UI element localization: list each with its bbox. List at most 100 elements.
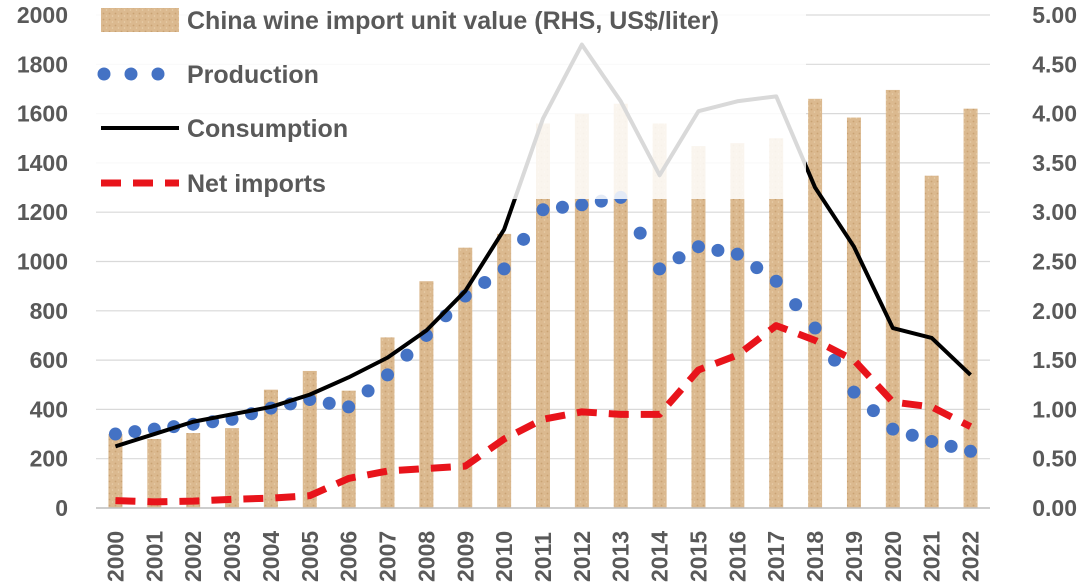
- point-production-2019: [847, 385, 861, 399]
- point-production-2020: [886, 422, 900, 436]
- bar-2013: [613, 103, 628, 509]
- legend-label-net-imports: Net imports: [187, 170, 326, 198]
- right-tick-3.50: 3.50: [1032, 150, 1077, 176]
- right-tick-4.50: 4.50: [1032, 51, 1077, 77]
- point-production-mid-2010: [517, 232, 531, 246]
- legend-label-production: Production: [187, 61, 319, 89]
- x-tick-2009: 2009: [452, 531, 478, 582]
- bar-2016: [730, 143, 745, 508]
- bar-2003: [225, 428, 240, 508]
- left-tick-1600: 1600: [17, 101, 68, 127]
- bar-2000: [108, 434, 123, 508]
- right-tick-2.50: 2.50: [1032, 249, 1077, 275]
- x-tick-2001: 2001: [141, 531, 167, 582]
- legend-swatch-china-wine-import-unit-value-rhs-us-liter-: [101, 8, 179, 32]
- x-tick-2010: 2010: [491, 531, 517, 582]
- x-tick-2011: 2011: [530, 532, 556, 582]
- x-tick-2021: 2021: [919, 531, 945, 582]
- point-production-2022: [964, 444, 978, 458]
- left-tick-1800: 1800: [17, 51, 68, 77]
- right-tick-0.00: 0.00: [1032, 495, 1077, 521]
- x-tick-2003: 2003: [219, 531, 245, 582]
- x-tick-2017: 2017: [763, 531, 789, 582]
- bar-2008: [419, 281, 434, 508]
- left-tick-800: 800: [30, 298, 68, 324]
- x-tick-2005: 2005: [297, 531, 323, 582]
- point-production-2006: [342, 400, 356, 414]
- left-tick-400: 400: [30, 396, 68, 422]
- x-tick-2008: 2008: [413, 531, 439, 582]
- point-production-2017: [769, 274, 783, 288]
- left-tick-1200: 1200: [17, 199, 68, 225]
- point-production-mid-2013: [633, 226, 647, 240]
- point-production-mid-2009: [478, 275, 492, 289]
- point-production-2018: [808, 321, 822, 335]
- bar-2007: [380, 337, 395, 508]
- x-tick-2019: 2019: [841, 531, 867, 582]
- point-production-mid-2021: [944, 439, 958, 453]
- legend-swatch-production: [97, 67, 165, 81]
- right-tick-5.00: 5.00: [1032, 2, 1077, 28]
- legend-label-consumption: Consumption: [187, 115, 348, 143]
- point-production-mid-2015: [711, 243, 725, 257]
- bar-2020: [885, 89, 900, 508]
- point-production-mid-2019: [866, 404, 880, 418]
- right-tick-1.00: 1.00: [1032, 396, 1077, 422]
- right-tick-0.50: 0.50: [1032, 446, 1077, 472]
- point-production-2014: [653, 262, 667, 276]
- left-tick-200: 200: [30, 446, 68, 472]
- point-production-2000: [108, 427, 122, 441]
- point-production-mid-2018: [828, 353, 842, 367]
- point-production-2011: [536, 203, 550, 217]
- bar-2001: [147, 438, 162, 508]
- point-production-mid-2000: [128, 425, 142, 439]
- left-tick-1000: 1000: [17, 249, 68, 275]
- point-production-2007: [381, 368, 395, 382]
- point-production-mid-2005: [322, 396, 336, 410]
- right-tick-4.00: 4.00: [1032, 101, 1077, 127]
- x-tick-2018: 2018: [802, 531, 828, 582]
- x-tick-2015: 2015: [685, 531, 711, 582]
- left-tick-2000: 2000: [17, 2, 68, 28]
- x-tick-2006: 2006: [336, 531, 362, 582]
- bar-2002: [186, 433, 201, 508]
- right-tick-3.00: 3.00: [1032, 199, 1077, 225]
- point-production-2012: [575, 198, 589, 212]
- point-production-mid-2014: [672, 251, 686, 265]
- point-production-2015: [691, 240, 705, 254]
- point-production-mid-2011: [555, 200, 569, 214]
- x-tick-2014: 2014: [647, 531, 673, 582]
- x-tick-2007: 2007: [375, 531, 401, 582]
- point-production-mid-2020: [905, 428, 919, 442]
- left-tick-600: 600: [30, 347, 68, 373]
- bar-2019: [846, 117, 861, 508]
- left-tick-0: 0: [55, 495, 68, 521]
- legend: China wine import unit value (RHS, US$/l…: [96, 3, 806, 199]
- bar-2015: [691, 146, 706, 508]
- point-production-mid-2017: [789, 298, 803, 312]
- bar-2018: [808, 98, 823, 508]
- bar-2005: [302, 370, 317, 508]
- bar-2011: [536, 123, 550, 509]
- x-tick-2013: 2013: [608, 531, 634, 582]
- point-production-mid-2006: [361, 384, 375, 398]
- point-production-mid-2007: [400, 348, 414, 362]
- point-production-2010: [497, 262, 511, 276]
- bar-2022: [963, 108, 978, 509]
- bar-2009: [458, 247, 473, 509]
- x-tick-2000: 2000: [102, 531, 128, 582]
- bar-2021: [924, 175, 939, 508]
- x-tick-2012: 2012: [569, 531, 595, 582]
- series-line-net-imports: [115, 322, 973, 506]
- right-tick-2.00: 2.00: [1032, 298, 1077, 324]
- x-tick-2004: 2004: [258, 531, 284, 582]
- x-tick-2016: 2016: [724, 531, 750, 582]
- axes: 0 200 400 600 800 1000 1200 1400 1600 1800 2000 0.0…: [17, 2, 1077, 582]
- x-tick-2002: 2002: [180, 531, 206, 582]
- x-tick-2022: 2022: [958, 531, 984, 582]
- point-production-2016: [730, 247, 744, 261]
- legend-background: [96, 3, 806, 199]
- bars: [108, 89, 978, 509]
- x-tick-2020: 2020: [880, 531, 906, 582]
